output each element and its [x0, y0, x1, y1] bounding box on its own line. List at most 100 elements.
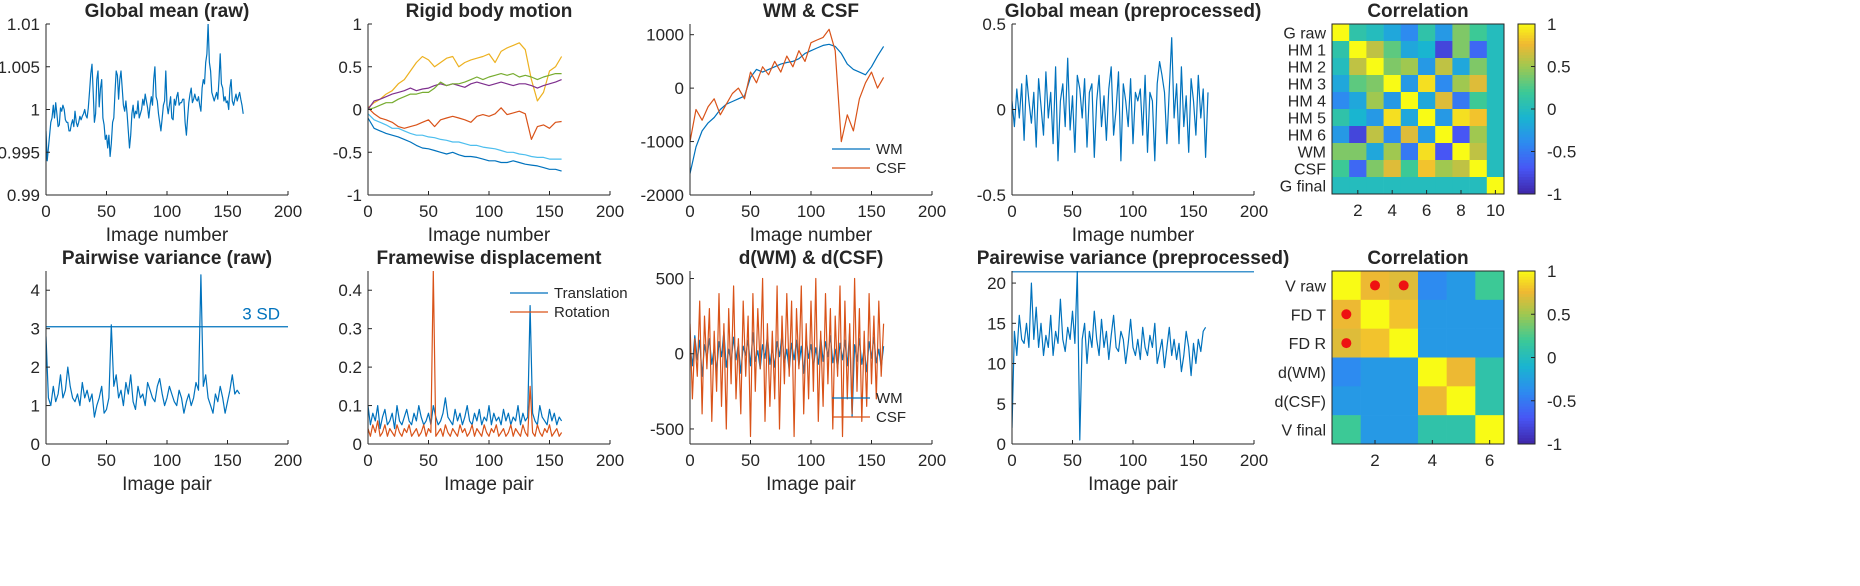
- y-tick-label: 500: [656, 270, 684, 289]
- colorbar-tick-label: 0: [1547, 349, 1556, 368]
- colorbar-segment: [1518, 117, 1535, 121]
- colorbar-segment: [1518, 191, 1535, 195]
- y-tick-label: 5: [997, 395, 1006, 414]
- row-label: G final: [1280, 179, 1326, 196]
- colorbar-segment: [1518, 377, 1535, 381]
- legend-label: WM: [876, 141, 903, 158]
- heatmap-cell: [1418, 357, 1447, 387]
- colorbar-segment: [1518, 435, 1535, 439]
- plot-area: [46, 271, 288, 444]
- heatmap-cell: [1418, 92, 1436, 110]
- colorbar-segment: [1518, 165, 1535, 169]
- heatmap-cell: [1366, 92, 1384, 110]
- x-axis-label: Image number: [1072, 225, 1195, 246]
- x-tick-label: 4: [1387, 201, 1396, 220]
- colorbar-segment: [1518, 94, 1535, 99]
- x-tick-label: 100: [153, 202, 181, 221]
- colorbar-segment: [1518, 52, 1535, 56]
- x-tick-label: 100: [1119, 202, 1147, 221]
- colorbar-segment: [1518, 302, 1535, 306]
- chart-title: Framewise displacement: [377, 248, 603, 269]
- colorbar-segment: [1518, 291, 1535, 295]
- heatmap-cell: [1400, 92, 1419, 110]
- heatmap-cell: [1435, 126, 1453, 144]
- heatmap-cell: [1332, 92, 1350, 110]
- heatmap-cell: [1418, 160, 1436, 178]
- colorbar-segment: [1518, 357, 1535, 361]
- panel-correlation-bottom: V raw FD T FD R d(WM) d(CSF) V final 2 4 6 Correl…: [1274, 248, 1576, 470]
- heatmap-cell: [1366, 58, 1384, 76]
- x-tick-label: 200: [274, 202, 302, 221]
- x-tick-label: 100: [475, 202, 503, 221]
- heatmap-cell: [1349, 41, 1367, 59]
- heatmap-cell: [1486, 75, 1505, 93]
- x-tick-label: 100: [797, 451, 825, 470]
- colorbar-segment: [1518, 103, 1535, 107]
- heatmap-cell: [1400, 75, 1419, 93]
- colorbar-segment: [1518, 83, 1535, 87]
- colorbar-segment: [1518, 331, 1535, 335]
- heatmap-cell: [1332, 160, 1350, 178]
- panel-wm-csf: 0 50 100 150 200 -2000 -1000 0 1000 WM & CSF Image…: [641, 1, 947, 246]
- heatmap-cell: [1360, 415, 1390, 445]
- y-tick-label: 0.995: [0, 143, 40, 162]
- colorbar-tick-label: 1: [1547, 15, 1556, 34]
- y-tick-label: 1: [31, 397, 40, 416]
- heatmap-cell: [1400, 126, 1419, 144]
- y-tick-label: 0: [353, 435, 362, 454]
- heatmap-cell: [1446, 386, 1476, 416]
- colorbar-segment: [1518, 441, 1535, 445]
- colorbar-segment: [1518, 325, 1535, 330]
- x-tick-label: 50: [97, 202, 116, 221]
- colorbar-segment: [1518, 86, 1535, 90]
- colorbar-segment: [1518, 285, 1535, 289]
- row-label: V final: [1282, 423, 1326, 440]
- x-tick-label: 200: [1240, 451, 1268, 470]
- x-axis-label: Image number: [428, 225, 551, 246]
- heatmap-cell: [1332, 415, 1361, 445]
- colorbar-segment: [1518, 131, 1535, 135]
- heatmap-cell: [1452, 126, 1470, 144]
- colorbar-segment: [1518, 148, 1535, 152]
- colorbar-segment: [1518, 432, 1535, 436]
- heatmap-cell: [1349, 143, 1367, 161]
- row-label: d(WM): [1278, 365, 1326, 382]
- colorbar-segment: [1518, 174, 1535, 178]
- heatmap-cell: [1383, 41, 1402, 59]
- colorbar-segment: [1518, 137, 1535, 141]
- data-layer: [368, 42, 563, 172]
- legend-label: Translation: [554, 285, 628, 302]
- colorbar-segment: [1518, 114, 1535, 118]
- data-layer: [368, 271, 563, 437]
- series-line-4: [368, 79, 562, 110]
- heatmap-cell: [1332, 109, 1350, 127]
- chart-title: Global mean (raw): [85, 1, 250, 22]
- heatmap-cell: [1332, 126, 1350, 144]
- heatmap-cell: [1446, 328, 1476, 358]
- y-tick-label: 15: [987, 314, 1006, 333]
- heatmap-cell: [1389, 328, 1419, 358]
- x-tick-label: 8: [1456, 201, 1465, 220]
- x-tick-label: 0: [685, 451, 694, 470]
- heatmap-cell: [1383, 58, 1402, 76]
- data-layer: [1012, 271, 1207, 441]
- x-tick-label: 2: [1370, 451, 1379, 470]
- colorbar-segment: [1518, 366, 1535, 370]
- heatmap-cell: [1469, 160, 1488, 178]
- heatmap-cell: [1486, 92, 1505, 110]
- colorbar-segment: [1518, 32, 1535, 36]
- heatmap-cell: [1366, 126, 1384, 144]
- x-axis-label: Image pair: [122, 474, 212, 495]
- y-tick-label: 1.005: [0, 58, 40, 77]
- y-tick-label: 0.5: [982, 15, 1006, 34]
- panel-pairwise-variance-raw: 3 SD 0 50 100 150 200 0 1 2 3 4 Pairwise variance (…: [31, 248, 303, 495]
- row-label: G raw: [1283, 26, 1326, 43]
- colorbar-segment: [1518, 317, 1535, 321]
- colorbar-segment: [1518, 123, 1535, 127]
- colorbar-segment: [1518, 314, 1535, 318]
- row-label: HM 2: [1288, 60, 1326, 77]
- colorbar-segment: [1518, 72, 1535, 76]
- colorbar-segment: [1518, 345, 1535, 350]
- legend-label: CSF: [876, 409, 906, 426]
